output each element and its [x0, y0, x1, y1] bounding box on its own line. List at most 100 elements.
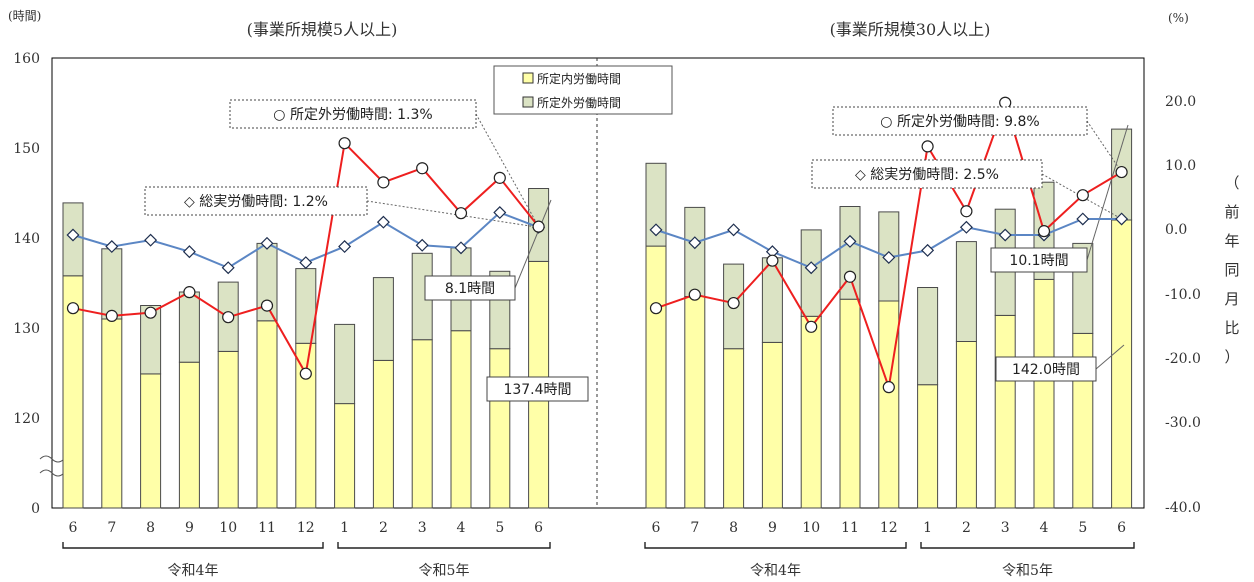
total-hours-marker — [765, 245, 779, 259]
left-tick-label: 0 — [31, 501, 40, 517]
x-tick-label: 8 — [146, 520, 155, 536]
bar-overtime-hours — [684, 206, 706, 297]
year-group-label: 令和4年 — [168, 563, 219, 579]
year-group-bracket — [920, 542, 1135, 549]
year-group-label: 令和4年 — [750, 563, 801, 579]
bar-scheduled-hours — [1033, 278, 1055, 509]
bar-overtime-hours — [140, 305, 162, 375]
bar-scheduled-hours — [878, 300, 900, 509]
total-hours-marker — [804, 261, 818, 275]
overtime-marker — [105, 309, 118, 322]
callout-box — [832, 106, 1088, 136]
bar-overtime-hours — [955, 241, 977, 343]
bar-scheduled-hours — [372, 359, 394, 509]
bar-scheduled-hours — [645, 245, 667, 509]
x-tick-label: 9 — [768, 520, 777, 536]
left-tick-label: 150 — [13, 141, 40, 157]
bar-scheduled-hours — [800, 315, 822, 509]
total-hours-marker — [843, 234, 857, 248]
bar-scheduled-hours — [723, 348, 745, 509]
bar-scheduled-hours — [761, 341, 783, 509]
left-unit-label: (時間) — [8, 9, 41, 23]
total-hours-marker — [688, 236, 702, 250]
callout-connector — [514, 199, 552, 289]
x-tick-label: 3 — [418, 520, 427, 536]
overtime-marker — [144, 306, 157, 319]
lines-layer — [66, 96, 1129, 394]
callout-text: ◇ 総実労働時間: 2.5% — [855, 167, 999, 183]
x-tick-label: 5 — [495, 520, 504, 536]
overtime-marker — [882, 381, 895, 394]
total-hours-marker — [105, 240, 119, 254]
callout-connector — [1086, 124, 1129, 261]
bar-scheduled-hours — [450, 330, 472, 509]
overtime-marker — [338, 137, 351, 150]
right-tick-label: 20.0 — [1165, 94, 1196, 110]
overtime-marker — [688, 288, 701, 301]
left-tick-label: 130 — [13, 321, 40, 337]
overtime-marker — [921, 140, 934, 153]
callout-connector — [1095, 344, 1125, 370]
callout-text: ○ 所定外労働時間: 1.3% — [273, 107, 432, 123]
total-hours-marker — [338, 240, 352, 254]
total-hours-marker — [454, 241, 468, 255]
bar-scheduled-hours — [101, 318, 123, 509]
x-tick-label: 6 — [69, 520, 78, 536]
overtime-marker — [222, 311, 235, 324]
x-tick-label: 5 — [1078, 520, 1087, 536]
callout-box — [486, 376, 589, 402]
total-hours-marker — [182, 245, 196, 259]
bar-overtime-hours — [334, 323, 356, 405]
total-hours-marker — [299, 256, 313, 270]
bar-scheduled-hours — [955, 341, 977, 509]
right-tick-label: -10.0 — [1165, 287, 1201, 303]
x-tick-label: 2 — [962, 520, 971, 536]
overtime-marker — [183, 286, 196, 299]
overtime-marker — [1037, 225, 1051, 238]
callout-box — [990, 247, 1088, 273]
bar-overtime-hours — [917, 287, 939, 386]
callout-box — [995, 356, 1097, 382]
x-tick-label: 1 — [923, 520, 932, 536]
legend-swatch-overtime — [522, 96, 534, 108]
overtime-marker — [454, 207, 468, 220]
callout-box — [811, 159, 1043, 189]
x-tick-label: 10 — [802, 520, 820, 536]
total-hours-marker — [415, 238, 429, 252]
callout-box — [424, 275, 516, 301]
left-tick-label: 120 — [13, 411, 40, 427]
x-tick-label: 11 — [258, 520, 276, 536]
panel-title-right: (事業所規模30人以上) — [830, 20, 991, 39]
right-tick-label: -30.0 — [1165, 415, 1201, 431]
overtime-marker — [416, 162, 429, 175]
overtime-marker — [805, 320, 818, 333]
x-tick-label: 12 — [880, 520, 898, 536]
x-tick-label: 1 — [340, 520, 349, 536]
overtime-marker — [843, 270, 857, 283]
panel-title-left: (事業所規模5人以上) — [247, 20, 398, 39]
bar-overtime-hours — [101, 248, 123, 320]
x-tick-label: 7 — [107, 520, 116, 536]
callout-connector — [366, 200, 539, 228]
right-tick-label: -20.0 — [1165, 351, 1201, 367]
x-tick-label: 3 — [1001, 520, 1010, 536]
callout-text: 10.1時間 — [1009, 253, 1068, 269]
legend-label-scheduled: 所定内労働時間 — [537, 71, 621, 86]
x-tick-label: 11 — [841, 520, 859, 536]
bar-scheduled-hours — [334, 403, 356, 509]
right-tick-label: 10.0 — [1165, 158, 1196, 174]
total-hours-marker — [998, 228, 1012, 242]
callout-text: ○ 所定外労働時間: 9.8% — [880, 114, 1039, 130]
bar-overtime-hours — [645, 162, 667, 247]
x-tick-label: 2 — [379, 520, 388, 536]
overtime-marker — [299, 367, 312, 380]
x-tick-label: 12 — [297, 520, 315, 536]
total-hours-marker — [1115, 212, 1129, 226]
total-hours-marker — [144, 233, 158, 247]
total-hours-marker — [921, 243, 935, 257]
callout-text: 137.4時間 — [503, 382, 571, 398]
callout-text: 8.1時間 — [445, 281, 495, 297]
right-tick-label: -40.0 — [1165, 500, 1201, 516]
x-tick-label: 6 — [652, 520, 661, 536]
